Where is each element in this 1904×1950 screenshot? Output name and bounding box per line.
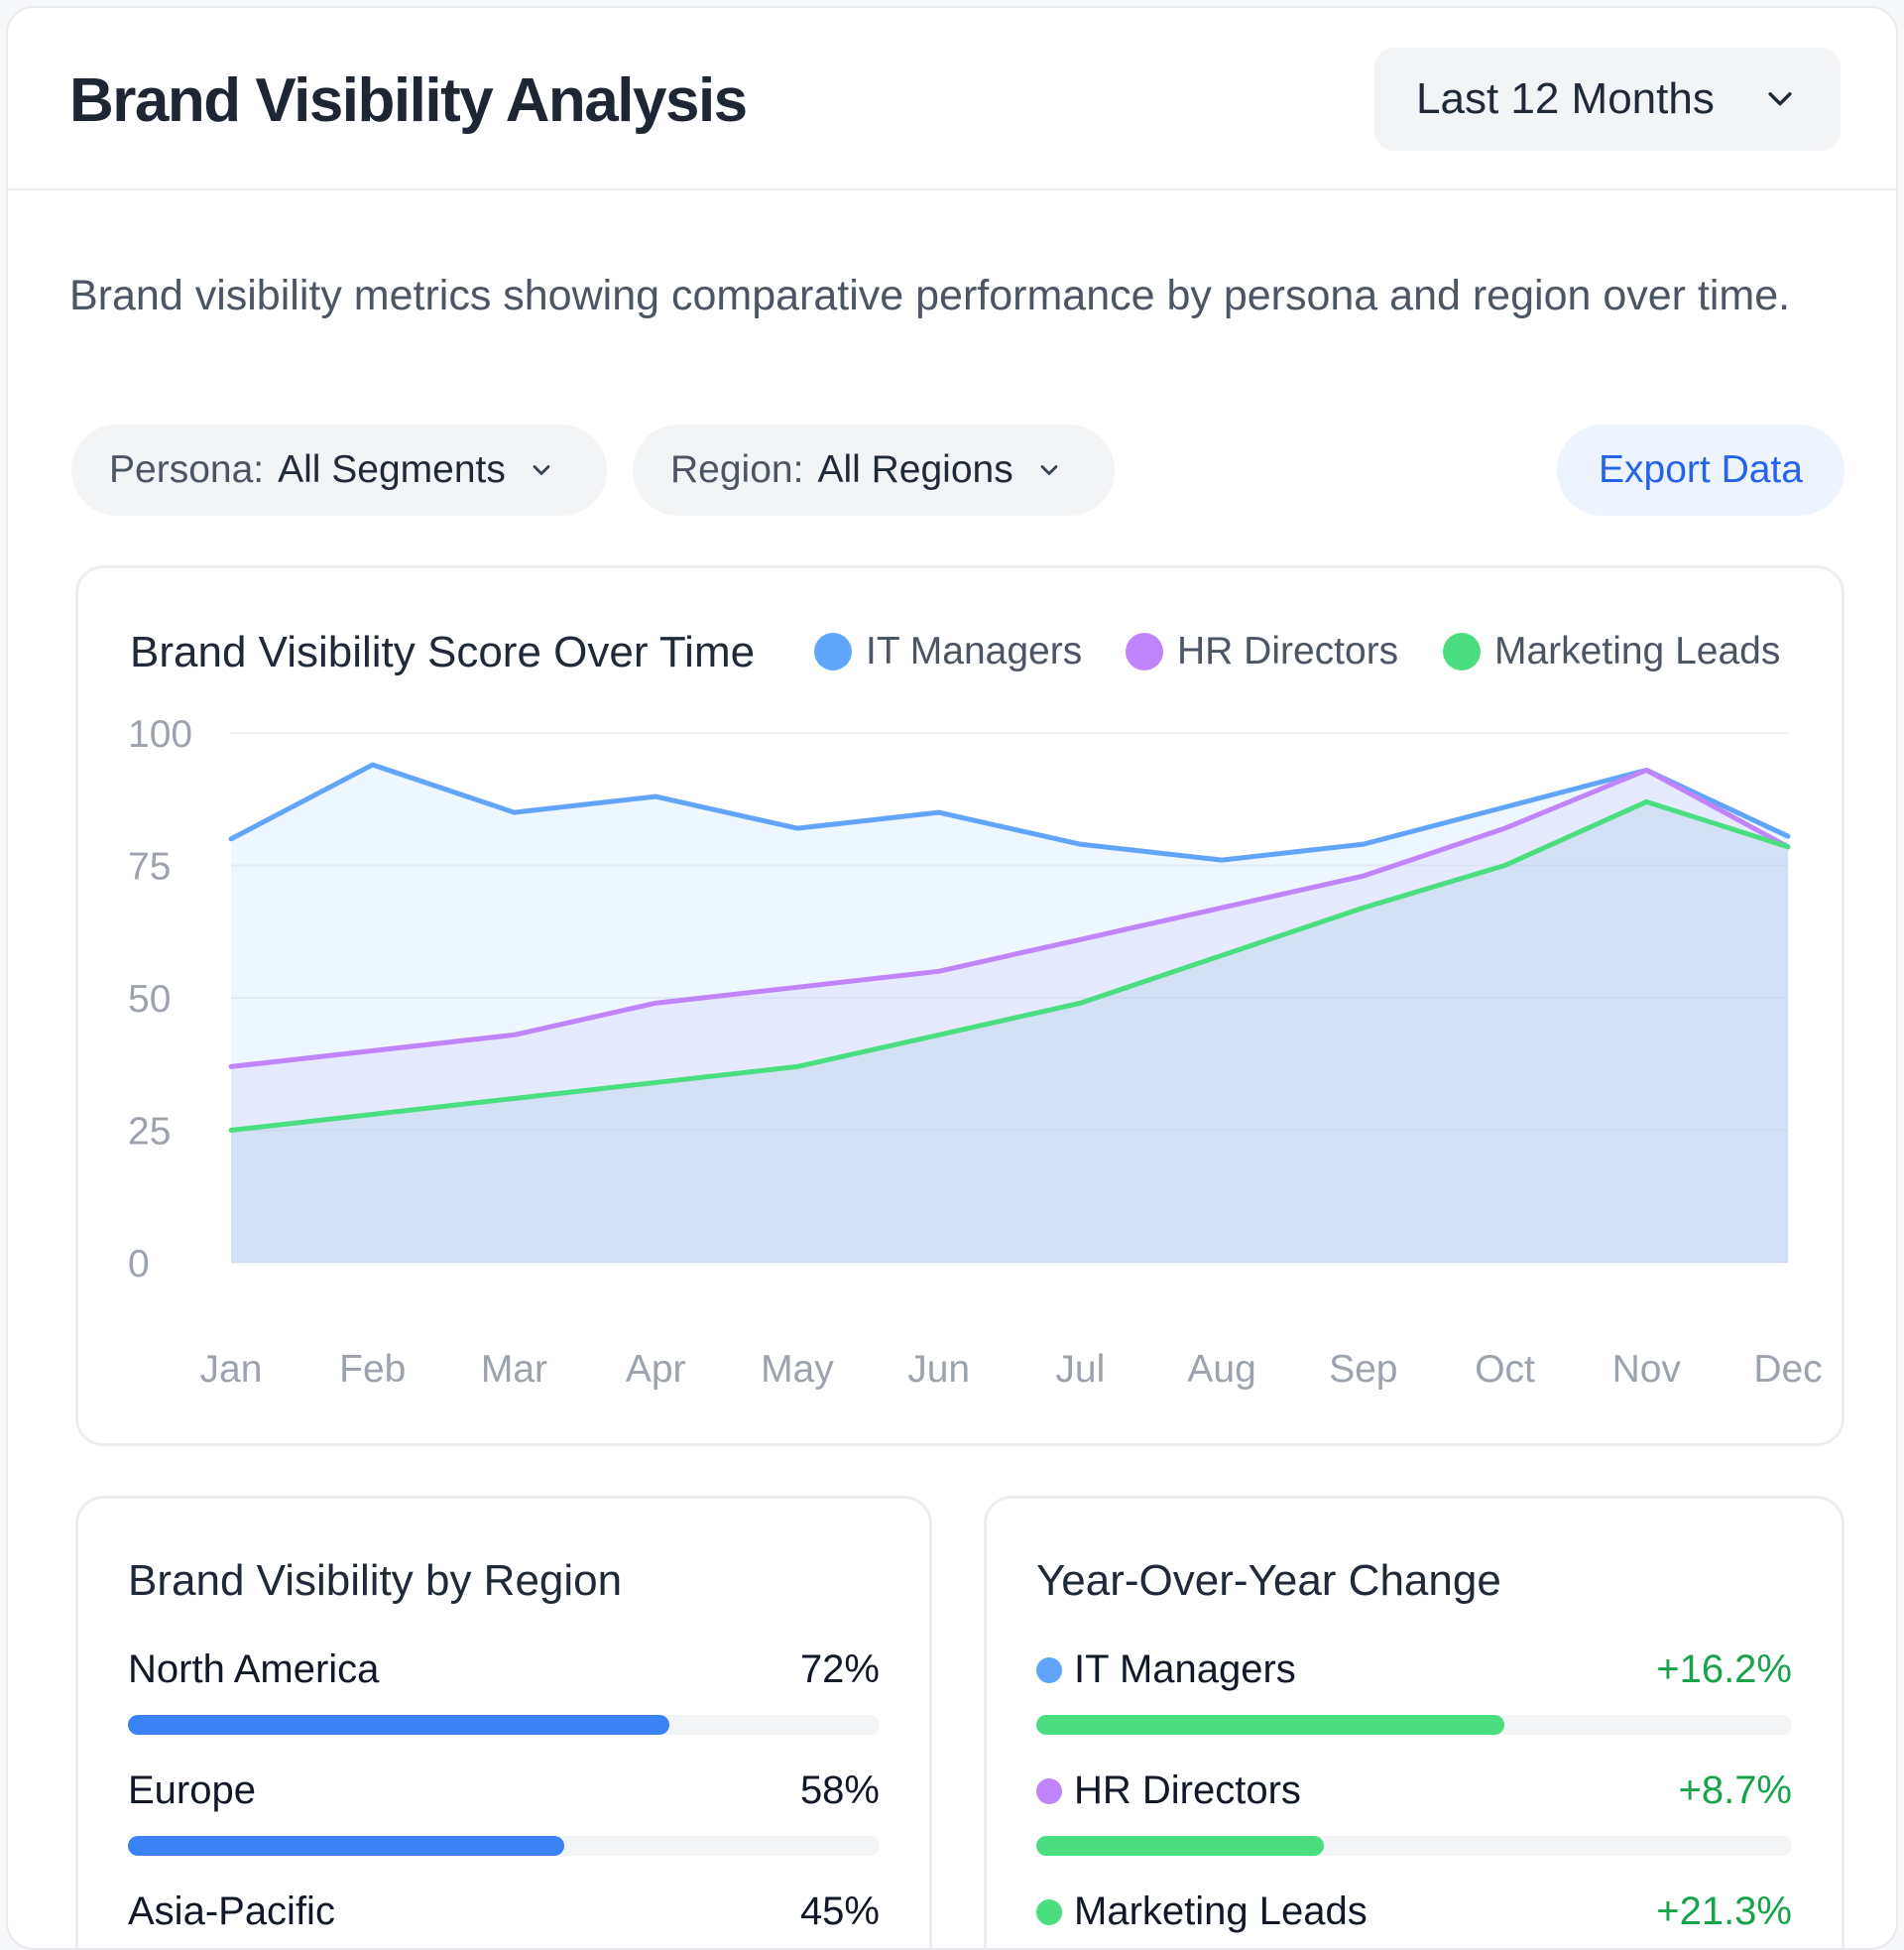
yoy-panel: Year-Over-Year Change IT Managers +16.2%… (984, 1496, 1844, 1950)
persona-dot-icon (1036, 1778, 1062, 1804)
region-filter[interactable]: Region: All Regions (633, 425, 1115, 516)
yoy-progress-fill (1036, 1836, 1324, 1856)
region-filter-key: Region: (670, 448, 803, 492)
date-range-label: Last 12 Months (1416, 74, 1715, 124)
chevron-down-icon (528, 456, 555, 484)
region-row-value: 58% (800, 1768, 880, 1813)
region-row-label: Europe (128, 1768, 256, 1813)
yoy-row-label-text: HR Directors (1074, 1768, 1301, 1813)
x-tick-label: Apr (626, 1348, 686, 1391)
region-row-value: 72% (800, 1647, 880, 1692)
description: Brand visibility metrics showing compara… (69, 264, 1854, 327)
region-panel: Brand Visibility by Region North America… (75, 1496, 932, 1950)
brand-visibility-card: Brand Visibility Analysis Last 12 Months… (6, 6, 1898, 1950)
x-tick-label: Oct (1475, 1348, 1535, 1391)
yoy-panel-title: Year-Over-Year Change (1036, 1556, 1501, 1606)
date-range-select[interactable]: Last 12 Months (1374, 48, 1841, 151)
persona-dot-icon (1036, 1899, 1062, 1925)
region-filter-value: All Regions (817, 448, 1012, 492)
x-tick-label: Aug (1187, 1348, 1255, 1391)
region-row-value: 45% (800, 1889, 880, 1934)
card-header: Brand Visibility Analysis Last 12 Months (8, 8, 1896, 190)
y-tick-label: 75 (128, 846, 171, 889)
x-tick-label: Dec (1753, 1348, 1822, 1391)
x-tick-label: Mar (481, 1348, 547, 1391)
region-progress-fill (128, 1715, 669, 1735)
y-tick-label: 0 (128, 1243, 150, 1285)
yoy-row-label-text: Marketing Leads (1074, 1889, 1368, 1934)
persona-filter-key: Persona: (109, 448, 264, 492)
yoy-row-label-text: IT Managers (1074, 1647, 1296, 1692)
yoy-progress-track (1036, 1715, 1792, 1735)
region-progress-track (128, 1836, 880, 1856)
x-tick-label: Sep (1329, 1348, 1397, 1391)
yoy-row-value: +16.2% (1656, 1647, 1792, 1692)
x-tick-label: Nov (1612, 1348, 1682, 1391)
yoy-row-value: +8.7% (1678, 1768, 1792, 1813)
persona-filter-value: All Segments (278, 448, 506, 492)
x-tick-label: May (761, 1348, 834, 1391)
page-title: Brand Visibility Analysis (69, 65, 747, 136)
persona-dot-icon (1036, 1657, 1062, 1683)
y-tick-label: 25 (128, 1111, 171, 1154)
yoy-row-label: HR Directors (1036, 1768, 1301, 1813)
persona-filter[interactable]: Persona: All Segments (71, 425, 607, 516)
yoy-row-label: Marketing Leads (1036, 1889, 1368, 1934)
x-tick-label: Jan (200, 1348, 263, 1391)
region-row-label: Asia-Pacific (128, 1889, 335, 1934)
x-tick-label: Jul (1055, 1348, 1105, 1391)
yoy-progress-track (1036, 1836, 1792, 1856)
visibility-line-chart: 100 75 50 25 0 Jan Feb Mar Apr May Jun Jul Aug Sep Oct… (78, 568, 1842, 1443)
y-tick-label: 50 (128, 978, 171, 1021)
export-data-button[interactable]: Export Data (1557, 425, 1844, 516)
region-progress-track (128, 1715, 880, 1735)
chevron-down-icon (1763, 81, 1797, 115)
y-tick-label: 100 (128, 713, 192, 756)
region-progress-fill (128, 1836, 564, 1856)
yoy-row-value: +21.3% (1656, 1889, 1792, 1934)
visibility-chart-panel: Brand Visibility Score Over Time IT Mana… (75, 565, 1844, 1446)
chevron-down-icon (1035, 456, 1063, 484)
x-tick-label: Feb (339, 1348, 406, 1391)
yoy-row-label: IT Managers (1036, 1647, 1296, 1692)
yoy-progress-fill (1036, 1715, 1504, 1735)
region-row-label: North America (128, 1647, 379, 1692)
region-panel-title: Brand Visibility by Region (128, 1556, 622, 1606)
x-tick-label: Jun (907, 1348, 970, 1391)
